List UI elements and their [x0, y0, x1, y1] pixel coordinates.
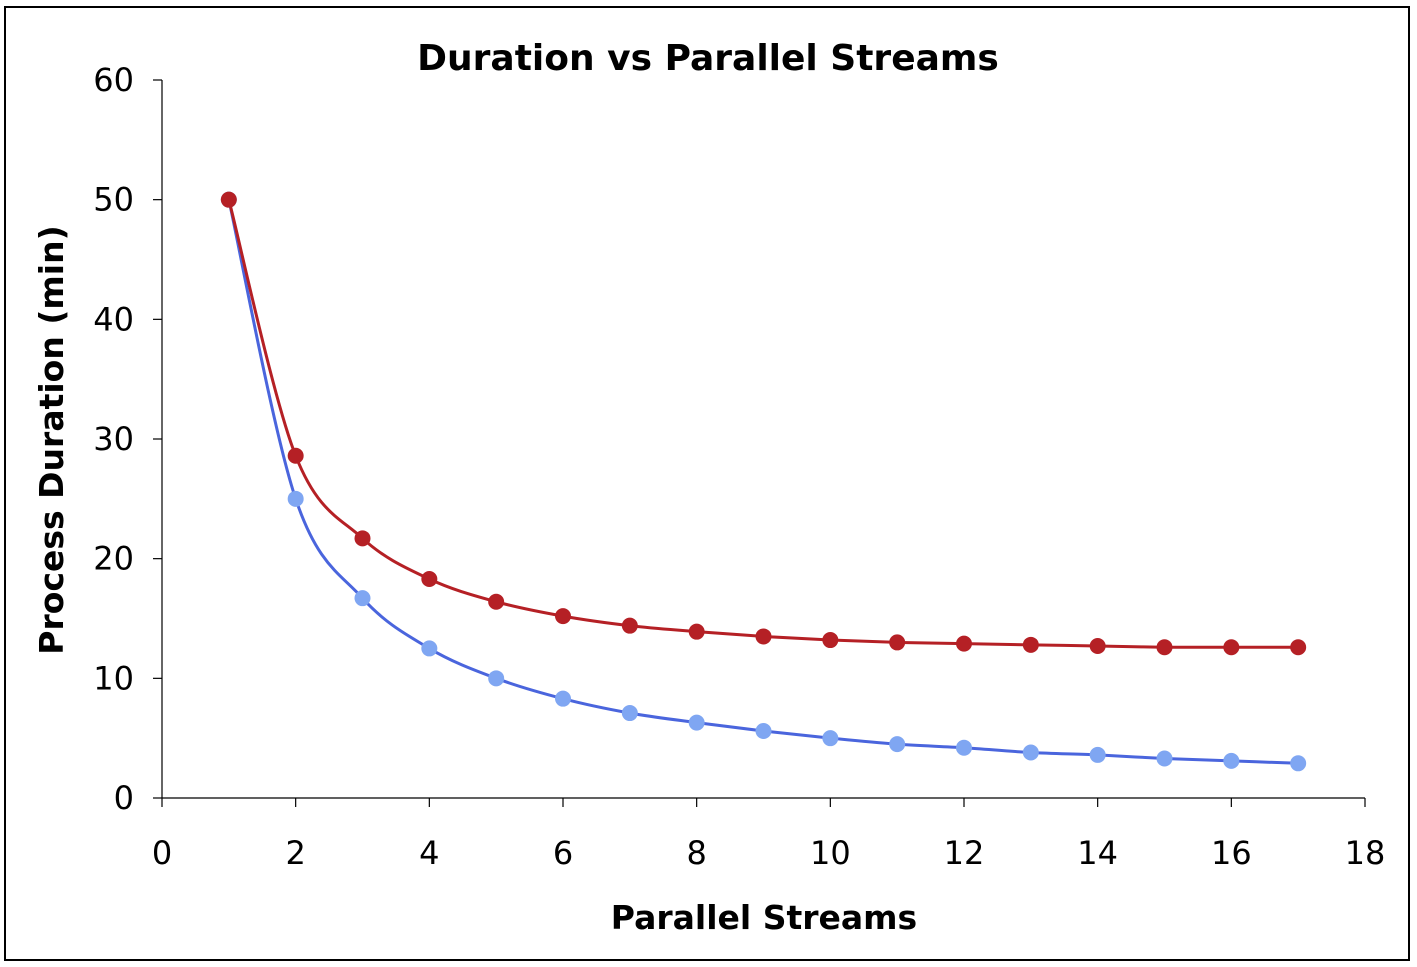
data-point	[488, 670, 505, 687]
x-tick-label: 18	[1345, 834, 1386, 872]
data-point	[1156, 750, 1173, 767]
data-point	[1223, 639, 1240, 656]
series-line	[227, 199, 1299, 649]
x-tick-label: 6	[553, 834, 573, 872]
series-1	[220, 191, 1307, 772]
data-point	[1089, 638, 1106, 655]
data-point	[354, 530, 371, 547]
data-point	[956, 739, 972, 756]
data-point	[1089, 746, 1106, 763]
axes: 0 10 20 30 40 50 60 0 2 4 6 8 10 12 14 16 18	[93, 61, 1385, 872]
data-point	[688, 714, 705, 731]
x-tick-label: 12	[944, 834, 985, 872]
data-point	[220, 191, 237, 208]
data-point	[1290, 639, 1307, 656]
x-tick-label: 16	[1211, 834, 1252, 872]
x-tick-label: 8	[686, 834, 706, 872]
x-tick-label: 0	[152, 834, 172, 872]
chart-title: Duration vs Parallel Streams	[417, 38, 999, 79]
data-point	[688, 623, 705, 640]
data-point	[354, 590, 371, 607]
y-tick-label: 60	[93, 61, 134, 99]
data-point	[1156, 639, 1173, 656]
data-point	[956, 635, 972, 652]
data-point	[287, 447, 304, 464]
data-point	[287, 490, 304, 507]
chart-frame	[4, 6, 1410, 961]
data-point	[755, 722, 772, 739]
data-point	[1223, 752, 1240, 769]
series-layer	[220, 191, 1307, 772]
y-tick-label: 0	[114, 779, 134, 817]
data-point	[889, 634, 906, 651]
series-line	[227, 199, 1299, 765]
y-tick-label: 50	[93, 181, 134, 219]
x-tick-label: 2	[285, 834, 305, 872]
x-axis-title: Parallel Streams	[611, 898, 917, 937]
data-point	[621, 705, 638, 722]
data-point	[755, 628, 772, 645]
data-point	[822, 632, 839, 649]
y-tick-label: 40	[93, 300, 134, 338]
data-point	[1022, 636, 1039, 653]
data-point	[421, 571, 438, 588]
x-tick-label: 10	[810, 834, 851, 872]
y-tick-label: 10	[93, 659, 134, 697]
data-point	[555, 690, 571, 707]
y-tick-label: 30	[93, 420, 134, 458]
data-point	[421, 640, 438, 657]
data-point	[621, 617, 638, 634]
data-point	[822, 730, 839, 747]
x-tick-label: 14	[1077, 834, 1118, 872]
x-tick-label: 4	[419, 834, 439, 872]
data-point	[488, 593, 505, 610]
y-tick-label: 20	[93, 540, 134, 578]
data-point	[555, 608, 571, 625]
data-point	[889, 736, 906, 753]
data-point	[1290, 755, 1307, 772]
series-0	[220, 191, 1307, 656]
data-point	[1022, 744, 1039, 761]
y-axis-title: Process Duration (min)	[32, 225, 71, 654]
